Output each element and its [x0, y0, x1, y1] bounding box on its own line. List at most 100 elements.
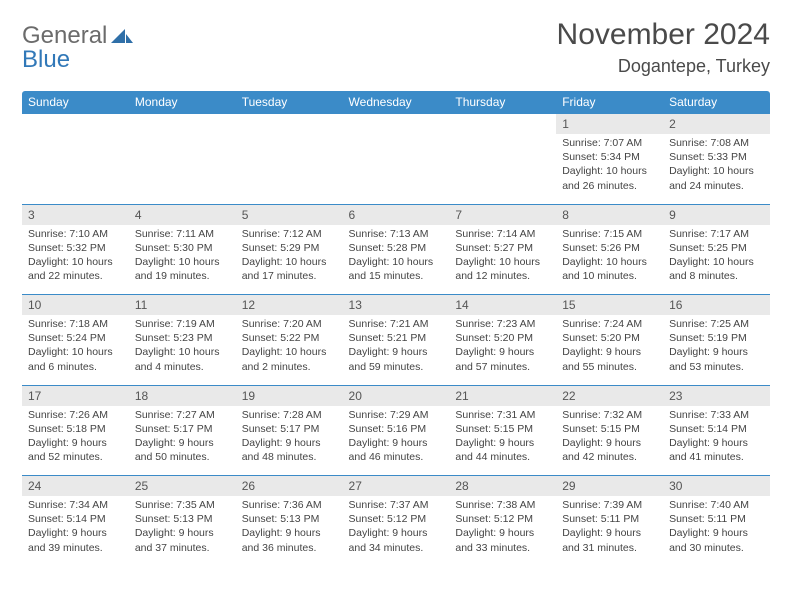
daylight-text: Daylight: 9 hours and 52 minutes.	[28, 436, 123, 464]
daylight-text: Daylight: 10 hours and 4 minutes.	[135, 345, 230, 373]
sunset-text: Sunset: 5:17 PM	[242, 422, 337, 436]
day-number-cell: 13	[343, 295, 450, 316]
sunset-text: Sunset: 5:11 PM	[669, 512, 764, 526]
weekday-header-row: Sunday Monday Tuesday Wednesday Thursday…	[22, 91, 770, 114]
daylight-text: Daylight: 9 hours and 34 minutes.	[349, 526, 444, 554]
day-content-cell: Sunrise: 7:23 AMSunset: 5:20 PMDaylight:…	[449, 315, 556, 385]
sunset-text: Sunset: 5:15 PM	[562, 422, 657, 436]
brand-part2: Blue	[22, 46, 70, 73]
day-number-cell: 21	[449, 385, 556, 406]
day-content-cell: Sunrise: 7:36 AMSunset: 5:13 PMDaylight:…	[236, 496, 343, 566]
sunrise-text: Sunrise: 7:36 AM	[242, 498, 337, 512]
sunrise-text: Sunrise: 7:15 AM	[562, 227, 657, 241]
sunset-text: Sunset: 5:17 PM	[135, 422, 230, 436]
brand-sail-icon	[111, 22, 133, 49]
daylight-text: Daylight: 10 hours and 12 minutes.	[455, 255, 550, 283]
day-number-cell	[449, 114, 556, 135]
sunrise-text: Sunrise: 7:37 AM	[349, 498, 444, 512]
daylight-text: Daylight: 9 hours and 53 minutes.	[669, 345, 764, 373]
day-content-cell: Sunrise: 7:37 AMSunset: 5:12 PMDaylight:…	[343, 496, 450, 566]
day-number-row: 17181920212223	[22, 385, 770, 406]
sunrise-text: Sunrise: 7:11 AM	[135, 227, 230, 241]
day-content-cell: Sunrise: 7:15 AMSunset: 5:26 PMDaylight:…	[556, 225, 663, 295]
day-number-cell: 17	[22, 385, 129, 406]
day-content-cell: Sunrise: 7:21 AMSunset: 5:21 PMDaylight:…	[343, 315, 450, 385]
day-content-cell: Sunrise: 7:25 AMSunset: 5:19 PMDaylight:…	[663, 315, 770, 385]
daylight-text: Daylight: 9 hours and 30 minutes.	[669, 526, 764, 554]
sunset-text: Sunset: 5:13 PM	[242, 512, 337, 526]
daylight-text: Daylight: 9 hours and 44 minutes.	[455, 436, 550, 464]
sunset-text: Sunset: 5:27 PM	[455, 241, 550, 255]
day-content-cell: Sunrise: 7:12 AMSunset: 5:29 PMDaylight:…	[236, 225, 343, 295]
brand-text: General Blue	[22, 24, 133, 72]
sunrise-text: Sunrise: 7:10 AM	[28, 227, 123, 241]
sunset-text: Sunset: 5:28 PM	[349, 241, 444, 255]
day-number-row: 12	[22, 114, 770, 135]
day-number-cell: 8	[556, 204, 663, 225]
title-block: November 2024 Dogantepe, Turkey	[557, 18, 770, 77]
day-number-cell: 10	[22, 295, 129, 316]
daylight-text: Daylight: 10 hours and 8 minutes.	[669, 255, 764, 283]
sunrise-text: Sunrise: 7:28 AM	[242, 408, 337, 422]
sunset-text: Sunset: 5:24 PM	[28, 331, 123, 345]
sunset-text: Sunset: 5:15 PM	[455, 422, 550, 436]
daylight-text: Daylight: 9 hours and 50 minutes.	[135, 436, 230, 464]
day-number-cell: 28	[449, 476, 556, 497]
day-content-cell	[449, 134, 556, 204]
day-content-cell: Sunrise: 7:10 AMSunset: 5:32 PMDaylight:…	[22, 225, 129, 295]
daylight-text: Daylight: 9 hours and 55 minutes.	[562, 345, 657, 373]
day-number-cell: 2	[663, 114, 770, 135]
day-number-cell: 18	[129, 385, 236, 406]
day-number-cell: 30	[663, 476, 770, 497]
sunset-text: Sunset: 5:23 PM	[135, 331, 230, 345]
day-number-cell: 19	[236, 385, 343, 406]
day-content-cell: Sunrise: 7:18 AMSunset: 5:24 PMDaylight:…	[22, 315, 129, 385]
sunset-text: Sunset: 5:18 PM	[28, 422, 123, 436]
day-content-cell: Sunrise: 7:11 AMSunset: 5:30 PMDaylight:…	[129, 225, 236, 295]
day-content-cell: Sunrise: 7:40 AMSunset: 5:11 PMDaylight:…	[663, 496, 770, 566]
sunset-text: Sunset: 5:20 PM	[455, 331, 550, 345]
sunrise-text: Sunrise: 7:34 AM	[28, 498, 123, 512]
day-content-cell: Sunrise: 7:17 AMSunset: 5:25 PMDaylight:…	[663, 225, 770, 295]
weekday-header: Sunday	[22, 91, 129, 114]
calendar-table: Sunday Monday Tuesday Wednesday Thursday…	[22, 91, 770, 566]
day-content-cell: Sunrise: 7:29 AMSunset: 5:16 PMDaylight:…	[343, 406, 450, 476]
day-number-cell: 22	[556, 385, 663, 406]
daylight-text: Daylight: 10 hours and 19 minutes.	[135, 255, 230, 283]
day-content-cell: Sunrise: 7:38 AMSunset: 5:12 PMDaylight:…	[449, 496, 556, 566]
daylight-text: Daylight: 10 hours and 22 minutes.	[28, 255, 123, 283]
sunrise-text: Sunrise: 7:39 AM	[562, 498, 657, 512]
sunrise-text: Sunrise: 7:33 AM	[669, 408, 764, 422]
day-number-cell: 23	[663, 385, 770, 406]
day-content-cell: Sunrise: 7:19 AMSunset: 5:23 PMDaylight:…	[129, 315, 236, 385]
day-content-cell: Sunrise: 7:33 AMSunset: 5:14 PMDaylight:…	[663, 406, 770, 476]
location-text: Dogantepe, Turkey	[557, 56, 770, 77]
day-number-cell	[22, 114, 129, 135]
brand-part1: General	[22, 22, 107, 49]
sunset-text: Sunset: 5:34 PM	[562, 150, 657, 164]
sunset-text: Sunset: 5:33 PM	[669, 150, 764, 164]
day-content-cell	[343, 134, 450, 204]
sunrise-text: Sunrise: 7:17 AM	[669, 227, 764, 241]
sunset-text: Sunset: 5:12 PM	[349, 512, 444, 526]
day-content-cell: Sunrise: 7:32 AMSunset: 5:15 PMDaylight:…	[556, 406, 663, 476]
day-content-cell: Sunrise: 7:14 AMSunset: 5:27 PMDaylight:…	[449, 225, 556, 295]
sunrise-text: Sunrise: 7:35 AM	[135, 498, 230, 512]
day-content-row: Sunrise: 7:34 AMSunset: 5:14 PMDaylight:…	[22, 496, 770, 566]
day-content-cell: Sunrise: 7:07 AMSunset: 5:34 PMDaylight:…	[556, 134, 663, 204]
sunset-text: Sunset: 5:29 PM	[242, 241, 337, 255]
daylight-text: Daylight: 9 hours and 41 minutes.	[669, 436, 764, 464]
brand-logo: General Blue	[22, 18, 133, 72]
daylight-text: Daylight: 10 hours and 26 minutes.	[562, 164, 657, 192]
daylight-text: Daylight: 10 hours and 24 minutes.	[669, 164, 764, 192]
daylight-text: Daylight: 9 hours and 59 minutes.	[349, 345, 444, 373]
daylight-text: Daylight: 9 hours and 46 minutes.	[349, 436, 444, 464]
day-content-cell: Sunrise: 7:24 AMSunset: 5:20 PMDaylight:…	[556, 315, 663, 385]
sunrise-text: Sunrise: 7:18 AM	[28, 317, 123, 331]
month-title: November 2024	[557, 18, 770, 52]
day-number-cell: 9	[663, 204, 770, 225]
sunset-text: Sunset: 5:16 PM	[349, 422, 444, 436]
weekday-header: Friday	[556, 91, 663, 114]
sunrise-text: Sunrise: 7:07 AM	[562, 136, 657, 150]
day-content-cell: Sunrise: 7:20 AMSunset: 5:22 PMDaylight:…	[236, 315, 343, 385]
